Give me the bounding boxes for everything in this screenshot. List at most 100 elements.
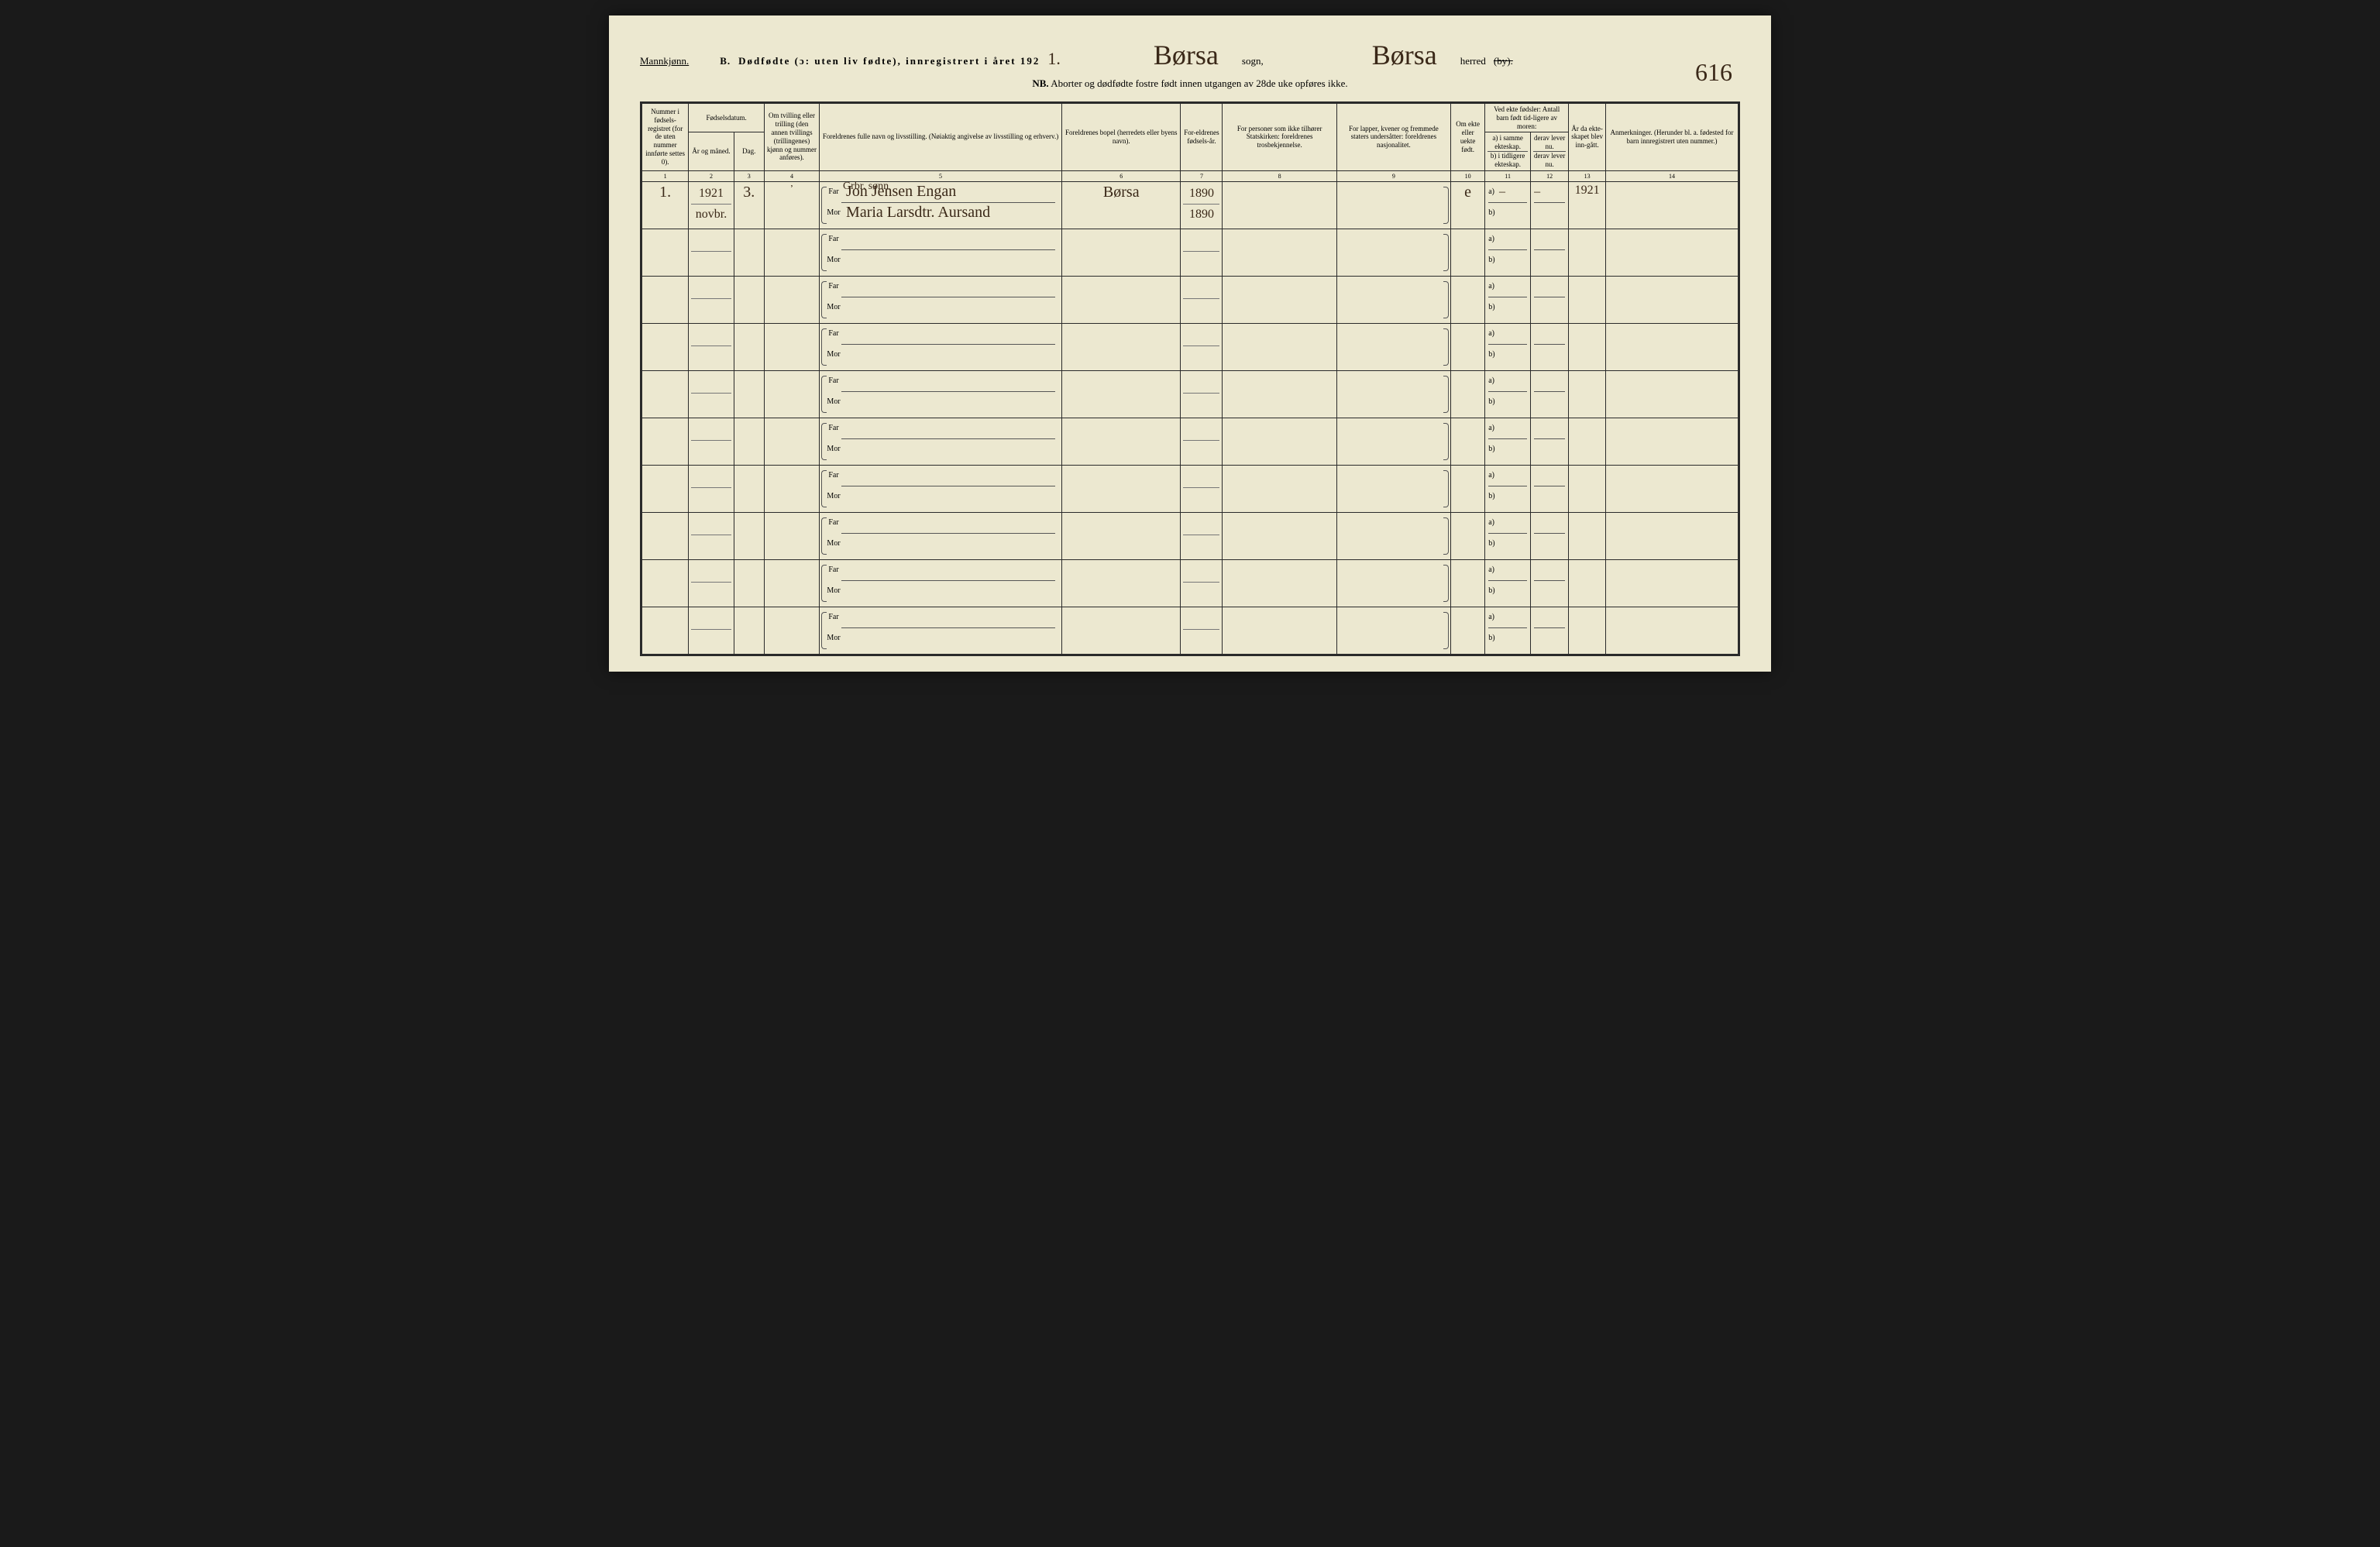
colnum: 3 xyxy=(734,170,764,181)
twins xyxy=(764,323,819,370)
col-header-10: Om ekte eller uekte født. xyxy=(1451,103,1485,171)
prior-alive: – xyxy=(1531,181,1569,229)
nationality xyxy=(1336,418,1450,465)
table-row: Far Mor a) b) xyxy=(641,229,1739,276)
entry-number: 1. xyxy=(641,181,689,229)
gender-label: Mannkjønn. xyxy=(640,55,689,67)
colnum: 4 xyxy=(764,170,819,181)
herred-value: Børsa xyxy=(1357,39,1453,71)
religion xyxy=(1223,276,1336,323)
col-header-5: Foreldrenes fulle navn og livsstilling. … xyxy=(820,103,1062,171)
remarks xyxy=(1606,229,1739,276)
twins xyxy=(764,229,819,276)
birth-year-month xyxy=(689,559,734,607)
col-header-1: Nummer i fødsels-registret (for de uten … xyxy=(641,103,689,171)
birth-year-month: 1921 novbr. xyxy=(689,181,734,229)
parents: Far Mor xyxy=(820,512,1062,559)
prior-alive xyxy=(1531,465,1569,512)
parents: Grbr. sønn FarJon Jensen Engan MorMaria … xyxy=(820,181,1062,229)
birth-day xyxy=(734,418,764,465)
prior-children: a) b) xyxy=(1485,607,1531,655)
prior-children: a) b) xyxy=(1485,465,1531,512)
table-row: Far Mor a) b) xyxy=(641,512,1739,559)
parents: Far Mor xyxy=(820,276,1062,323)
parent-birth-years: 1890 1890 xyxy=(1181,181,1223,229)
prior-alive xyxy=(1531,229,1569,276)
prior-alive xyxy=(1531,323,1569,370)
table-row: Far Mor a) b) xyxy=(641,607,1739,655)
col-header-2-group: Fødselsdatum. xyxy=(689,103,765,132)
nationality xyxy=(1336,181,1450,229)
sogn-label: sogn, xyxy=(1242,55,1264,67)
marriage-year xyxy=(1569,512,1606,559)
twins xyxy=(764,465,819,512)
residence xyxy=(1062,418,1181,465)
subtitle-prefix: NB. xyxy=(1032,77,1048,89)
colnum: 1 xyxy=(641,170,689,181)
remarks xyxy=(1606,559,1739,607)
marriage-year xyxy=(1569,323,1606,370)
colnum: 7 xyxy=(1181,170,1223,181)
parent-birth-years xyxy=(1181,276,1223,323)
birth-year-month xyxy=(689,465,734,512)
prior-children: a) b) xyxy=(1485,370,1531,418)
register-page: Mannkjønn. B. Dødfødte (ɔ: uten liv født… xyxy=(609,15,1771,672)
entry-number xyxy=(641,370,689,418)
prior-alive xyxy=(1531,276,1569,323)
birth-day xyxy=(734,607,764,655)
col-header-2b: Dag. xyxy=(734,132,764,170)
twins xyxy=(764,559,819,607)
title-line: B. Dødfødte (ɔ: uten liv fødte), innregi… xyxy=(720,39,1740,71)
legitimacy xyxy=(1451,465,1485,512)
parents: Far Mor xyxy=(820,465,1062,512)
birth-day: 3. xyxy=(734,181,764,229)
prior-alive xyxy=(1531,559,1569,607)
remarks xyxy=(1606,276,1739,323)
table-header: Nummer i fødsels-registret (for de uten … xyxy=(641,103,1739,182)
twins xyxy=(764,276,819,323)
colnum: 13 xyxy=(1569,170,1606,181)
marriage-year xyxy=(1569,370,1606,418)
legitimacy xyxy=(1451,276,1485,323)
parent-birth-years xyxy=(1181,607,1223,655)
nationality xyxy=(1336,229,1450,276)
religion xyxy=(1223,465,1336,512)
entry-number xyxy=(641,607,689,655)
religion xyxy=(1223,181,1336,229)
birth-year-month xyxy=(689,418,734,465)
residence xyxy=(1062,370,1181,418)
subtitle-text: Aborter og dødfødte fostre født innen ut… xyxy=(1051,77,1347,89)
entry-number xyxy=(641,323,689,370)
marriage-year: 1921 xyxy=(1569,181,1606,229)
residence xyxy=(1062,512,1181,559)
prior-alive xyxy=(1531,370,1569,418)
nationality xyxy=(1336,323,1450,370)
title-main: Dødfødte (ɔ: uten liv fødte), innregistr… xyxy=(738,55,1040,67)
birth-day xyxy=(734,229,764,276)
prior-alive xyxy=(1531,418,1569,465)
birth-day xyxy=(734,559,764,607)
prior-children: a) b) xyxy=(1485,276,1531,323)
entry-number xyxy=(641,229,689,276)
colnum: 11 xyxy=(1485,170,1531,181)
entry-number xyxy=(641,559,689,607)
parents: Far Mor xyxy=(820,229,1062,276)
parents: Far Mor xyxy=(820,370,1062,418)
nationality xyxy=(1336,512,1450,559)
birth-day xyxy=(734,465,764,512)
nationality xyxy=(1336,607,1450,655)
birth-day xyxy=(734,370,764,418)
twins xyxy=(764,512,819,559)
legitimacy xyxy=(1451,418,1485,465)
religion xyxy=(1223,418,1336,465)
nationality xyxy=(1336,370,1450,418)
parents: Far Mor xyxy=(820,418,1062,465)
parent-birth-years xyxy=(1181,323,1223,370)
table-row: Far Mor a) b) xyxy=(641,370,1739,418)
prior-alive xyxy=(1531,607,1569,655)
parent-birth-years xyxy=(1181,229,1223,276)
twins xyxy=(764,607,819,655)
colnum: 14 xyxy=(1606,170,1739,181)
prior-children: a) b) xyxy=(1485,418,1531,465)
entry-number xyxy=(641,512,689,559)
